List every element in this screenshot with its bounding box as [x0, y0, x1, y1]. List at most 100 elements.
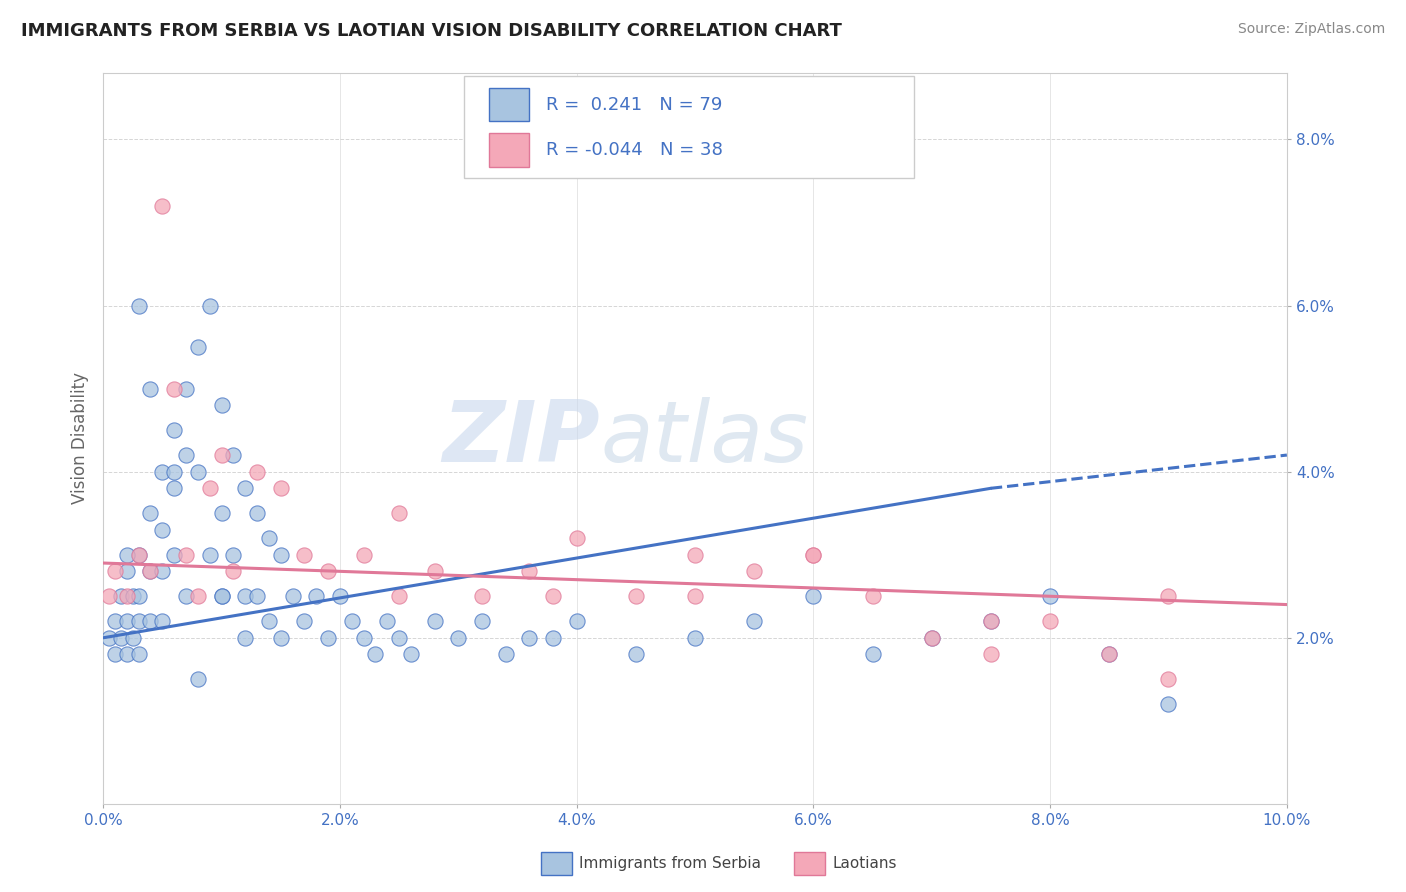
Point [174, 589, 197, 603]
Point [222, 565, 245, 579]
Point [139, 382, 162, 396]
Point [316, 631, 339, 645]
Point [270, 548, 292, 562]
Point [364, 648, 387, 662]
Point [624, 648, 647, 662]
Point [399, 648, 422, 662]
Y-axis label: Vision Disability: Vision Disability [72, 373, 89, 505]
Point [150, 465, 173, 479]
Point [246, 506, 269, 520]
Point [1098, 648, 1121, 662]
Point [163, 382, 186, 396]
Point [115, 565, 138, 579]
Point [98, 589, 121, 603]
Point [163, 481, 186, 495]
Point [98, 631, 121, 645]
Text: Source: ZipAtlas.com: Source: ZipAtlas.com [1237, 22, 1385, 37]
Point [211, 448, 233, 462]
Point [211, 589, 233, 603]
Point [139, 506, 162, 520]
Point [187, 465, 209, 479]
Point [150, 565, 173, 579]
Point [128, 548, 150, 562]
Point [980, 614, 1002, 628]
Point [121, 631, 143, 645]
Point [292, 548, 315, 562]
Point [801, 589, 824, 603]
Text: R =  0.241   N = 79: R = 0.241 N = 79 [546, 95, 721, 113]
Point [128, 548, 150, 562]
Point [222, 548, 245, 562]
Point [115, 548, 138, 562]
Point [305, 589, 328, 603]
Point [150, 199, 173, 213]
Point [565, 614, 588, 628]
Point [862, 648, 884, 662]
Point [447, 631, 470, 645]
Point [980, 648, 1002, 662]
Point [187, 340, 209, 354]
Point [187, 673, 209, 687]
Point [270, 481, 292, 495]
Point [121, 589, 143, 603]
Point [921, 631, 943, 645]
Point [683, 548, 706, 562]
Point [541, 589, 564, 603]
Point [104, 565, 127, 579]
Point [211, 398, 233, 412]
Point [257, 614, 280, 628]
Point [471, 589, 494, 603]
Point [1098, 648, 1121, 662]
Point [246, 589, 269, 603]
Point [163, 465, 186, 479]
Point [115, 589, 138, 603]
Point [104, 648, 127, 662]
Point [163, 548, 186, 562]
Point [128, 614, 150, 628]
Point [353, 548, 375, 562]
Point [211, 589, 233, 603]
Point [139, 565, 162, 579]
Point [198, 299, 221, 313]
Point [110, 631, 132, 645]
Point [187, 589, 209, 603]
Point [423, 614, 446, 628]
Text: ZIP: ZIP [443, 397, 600, 480]
Point [353, 631, 375, 645]
Point [139, 614, 162, 628]
Point [128, 589, 150, 603]
Text: R = -0.044   N = 38: R = -0.044 N = 38 [546, 141, 723, 159]
Point [316, 565, 339, 579]
Point [862, 589, 884, 603]
Point [683, 631, 706, 645]
Text: IMMIGRANTS FROM SERBIA VS LAOTIAN VISION DISABILITY CORRELATION CHART: IMMIGRANTS FROM SERBIA VS LAOTIAN VISION… [21, 22, 842, 40]
Point [128, 648, 150, 662]
Point [270, 631, 292, 645]
Point [222, 448, 245, 462]
Point [565, 531, 588, 545]
Point [1157, 673, 1180, 687]
Point [246, 465, 269, 479]
Point [517, 565, 540, 579]
Text: Immigrants from Serbia: Immigrants from Serbia [579, 856, 761, 871]
Point [742, 614, 765, 628]
Point [174, 548, 197, 562]
Point [329, 589, 352, 603]
Point [683, 589, 706, 603]
Point [340, 614, 363, 628]
Point [801, 548, 824, 562]
Point [174, 448, 197, 462]
Point [104, 614, 127, 628]
Point [423, 565, 446, 579]
Point [198, 548, 221, 562]
Point [1039, 589, 1062, 603]
Point [110, 589, 132, 603]
Point [388, 589, 411, 603]
Point [128, 299, 150, 313]
Point [233, 589, 256, 603]
Point [541, 631, 564, 645]
Point [388, 506, 411, 520]
Point [233, 481, 256, 495]
Point [1157, 589, 1180, 603]
Point [150, 523, 173, 537]
